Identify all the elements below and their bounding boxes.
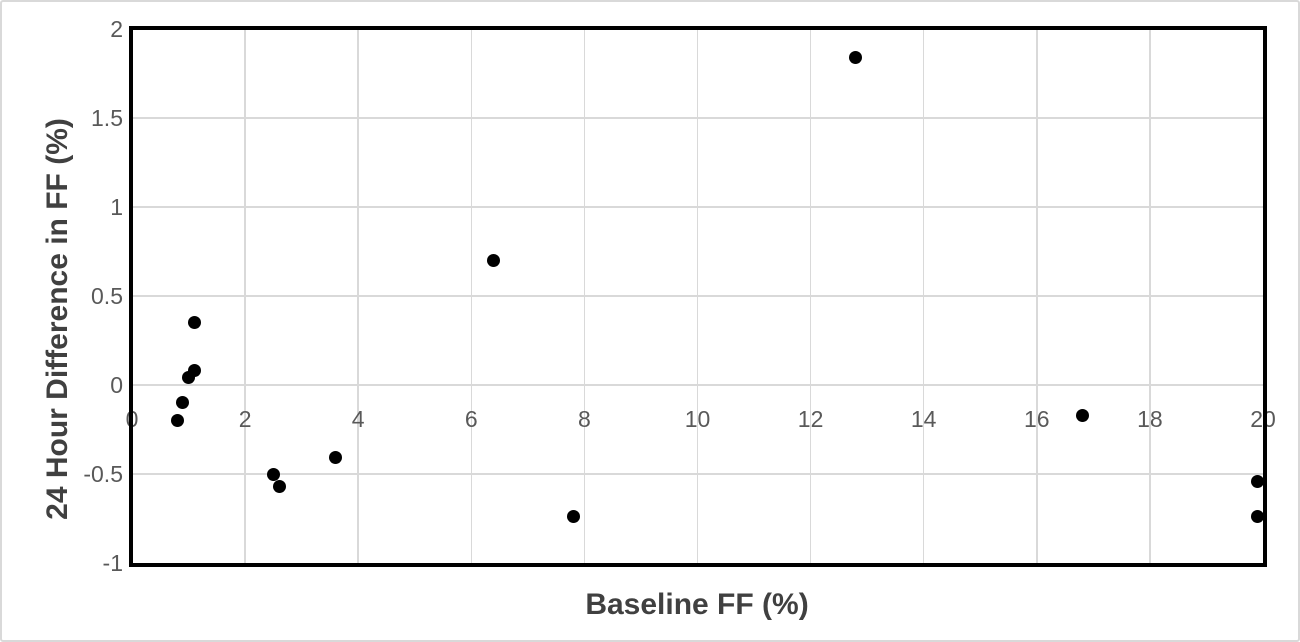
x-tick-label: 6	[464, 406, 478, 432]
scatter-point	[187, 316, 201, 330]
x-tick-label: 0	[125, 406, 139, 432]
scatter-point	[566, 510, 580, 524]
x-tick-label: 12	[797, 406, 824, 432]
y-gridline	[132, 473, 1263, 475]
scatter-point	[272, 479, 286, 493]
y-tick-label: 1	[110, 194, 123, 220]
y-gridline	[132, 206, 1263, 208]
x-tick-label: 10	[684, 406, 711, 432]
y-gridline	[132, 384, 1263, 386]
x-axis-title: Baseline FF (%)	[585, 588, 809, 621]
y-axis-title: 24 Hour Difference in FF (%)	[41, 118, 74, 520]
x-tick-label: 16	[1024, 406, 1050, 432]
x-tick-label: 4	[351, 406, 365, 432]
y-tick-label: 2	[110, 16, 123, 42]
y-tick-label: -1	[102, 550, 123, 576]
y-tick-label: 0.5	[91, 283, 123, 309]
scatter-point	[1250, 510, 1264, 524]
y-gridline	[132, 117, 1263, 119]
scatter-point	[187, 364, 201, 378]
x-tick-label: 20	[1250, 406, 1276, 432]
scatter-point	[170, 414, 184, 428]
scatter-point	[1250, 474, 1264, 488]
scatter-point	[1075, 408, 1089, 422]
scatter-point	[849, 50, 863, 64]
scatter-point	[266, 467, 280, 481]
y-tick-label: 1.5	[91, 105, 123, 131]
x-tick-label: 8	[577, 406, 591, 432]
y-gridline	[132, 295, 1263, 297]
y-tick-label: 0	[110, 372, 123, 398]
x-tick-label: 2	[238, 406, 252, 432]
y-tick-label: -0.5	[83, 461, 123, 487]
scatter-point	[176, 396, 190, 410]
x-tick-label: 14	[910, 406, 937, 432]
scatter-point	[329, 451, 343, 465]
x-tick-label: 18	[1137, 406, 1163, 432]
scatter-point	[487, 253, 501, 267]
